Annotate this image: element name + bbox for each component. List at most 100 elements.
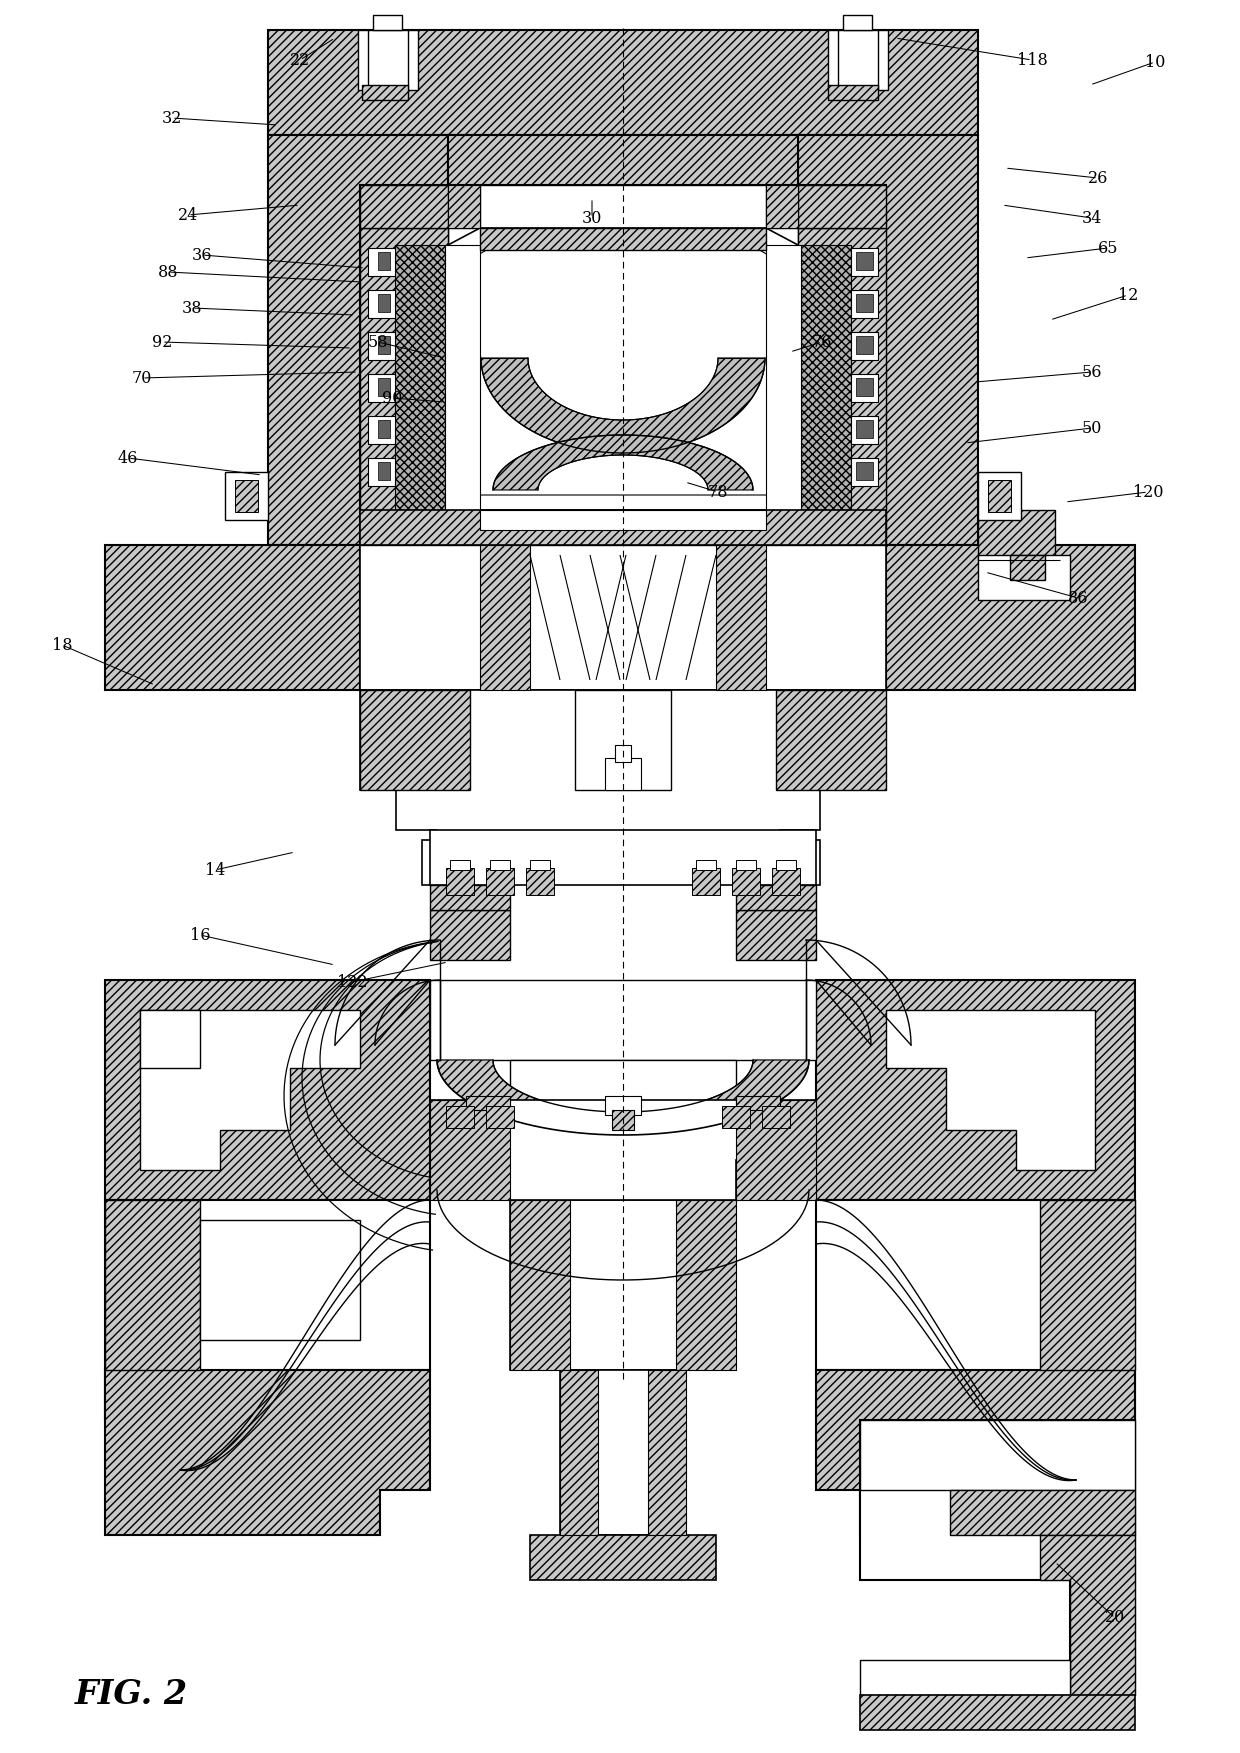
Polygon shape	[799, 228, 887, 545]
Text: 86: 86	[1068, 589, 1089, 607]
Polygon shape	[838, 30, 878, 89]
Polygon shape	[494, 435, 753, 491]
Polygon shape	[430, 1099, 816, 1201]
Polygon shape	[856, 252, 873, 270]
Text: 120: 120	[1133, 484, 1163, 501]
Polygon shape	[236, 480, 258, 512]
Text: 46: 46	[118, 449, 138, 466]
Text: 36: 36	[192, 247, 212, 263]
Polygon shape	[1040, 1201, 1135, 1371]
Text: 118: 118	[1017, 51, 1048, 68]
Polygon shape	[360, 545, 887, 691]
Polygon shape	[480, 510, 766, 529]
Polygon shape	[988, 480, 1011, 512]
Polygon shape	[430, 885, 510, 910]
Polygon shape	[466, 245, 780, 494]
Polygon shape	[828, 84, 878, 100]
Polygon shape	[856, 421, 873, 438]
Polygon shape	[856, 379, 873, 396]
Polygon shape	[856, 463, 873, 480]
Text: 18: 18	[52, 636, 72, 654]
Polygon shape	[613, 1110, 634, 1131]
Polygon shape	[843, 16, 872, 30]
Polygon shape	[430, 829, 816, 885]
Polygon shape	[1040, 1536, 1135, 1695]
Polygon shape	[766, 186, 799, 228]
Polygon shape	[851, 458, 878, 486]
Polygon shape	[466, 1096, 510, 1110]
Polygon shape	[360, 228, 448, 545]
Polygon shape	[851, 415, 878, 444]
Polygon shape	[851, 373, 878, 401]
Polygon shape	[378, 463, 391, 480]
Polygon shape	[978, 510, 1055, 559]
Polygon shape	[362, 84, 408, 100]
Polygon shape	[526, 868, 554, 896]
Polygon shape	[448, 135, 799, 186]
Polygon shape	[448, 186, 480, 228]
Polygon shape	[368, 247, 396, 275]
Polygon shape	[268, 30, 978, 135]
Polygon shape	[861, 1420, 1135, 1490]
Polygon shape	[529, 861, 551, 869]
Polygon shape	[978, 472, 1021, 521]
Polygon shape	[378, 421, 391, 438]
Polygon shape	[378, 252, 391, 270]
Polygon shape	[776, 691, 887, 791]
Text: 88: 88	[157, 263, 179, 280]
Polygon shape	[105, 1201, 200, 1371]
Polygon shape	[448, 228, 799, 510]
Polygon shape	[268, 135, 448, 545]
Text: 10: 10	[1145, 54, 1166, 70]
Polygon shape	[851, 247, 878, 275]
Polygon shape	[105, 980, 430, 1201]
Polygon shape	[799, 186, 887, 228]
Text: 30: 30	[582, 210, 603, 226]
Text: 58: 58	[368, 333, 388, 351]
Polygon shape	[737, 910, 816, 961]
Text: 92: 92	[151, 333, 172, 351]
Polygon shape	[1011, 556, 1045, 580]
Polygon shape	[676, 1201, 737, 1371]
Polygon shape	[105, 1201, 430, 1420]
Polygon shape	[368, 331, 396, 359]
Text: 56: 56	[1081, 363, 1102, 380]
Polygon shape	[481, 358, 765, 452]
Polygon shape	[851, 289, 878, 317]
Polygon shape	[978, 556, 1070, 600]
Text: 26: 26	[1087, 170, 1109, 186]
Polygon shape	[360, 510, 887, 545]
Polygon shape	[360, 186, 448, 228]
Polygon shape	[737, 861, 756, 869]
Polygon shape	[737, 1099, 816, 1201]
Polygon shape	[816, 980, 1135, 1201]
Polygon shape	[851, 331, 878, 359]
Text: 32: 32	[161, 109, 182, 126]
Polygon shape	[510, 1061, 737, 1201]
Polygon shape	[816, 1371, 1135, 1536]
Text: 20: 20	[1105, 1609, 1125, 1627]
Text: 78: 78	[708, 484, 728, 501]
Polygon shape	[396, 245, 445, 510]
Polygon shape	[445, 245, 480, 510]
Polygon shape	[722, 1106, 750, 1127]
Polygon shape	[887, 545, 1135, 691]
Polygon shape	[368, 458, 396, 486]
Polygon shape	[763, 1106, 790, 1127]
Polygon shape	[816, 1201, 1135, 1420]
Polygon shape	[605, 1096, 641, 1115]
Polygon shape	[430, 910, 510, 961]
Polygon shape	[368, 373, 396, 401]
Polygon shape	[105, 1371, 430, 1536]
Polygon shape	[446, 868, 474, 896]
Polygon shape	[368, 415, 396, 444]
Text: 34: 34	[1081, 210, 1102, 226]
Polygon shape	[436, 1061, 808, 1134]
Polygon shape	[486, 1106, 515, 1127]
Polygon shape	[430, 1099, 510, 1201]
Text: 24: 24	[177, 207, 198, 223]
Polygon shape	[737, 885, 816, 910]
Polygon shape	[560, 1371, 598, 1536]
Polygon shape	[510, 1201, 570, 1371]
Polygon shape	[799, 135, 978, 545]
